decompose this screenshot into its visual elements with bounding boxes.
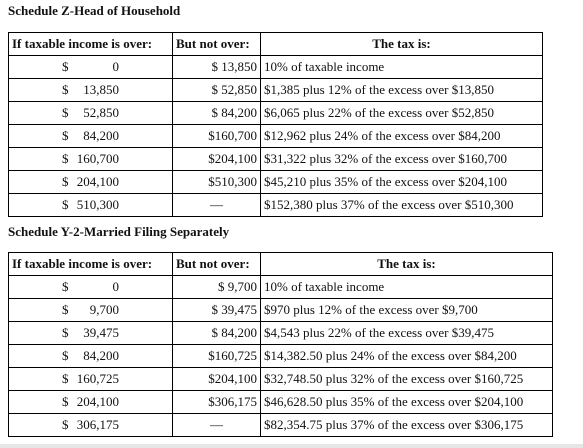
income-not-over-cell: —	[172, 193, 261, 217]
income-not-over-cell: $510,300	[172, 170, 261, 194]
tax-formula-cell: $45,210 plus 35% of the excess over $204…	[260, 170, 543, 194]
tax-formula-cell: 10% of taxable income	[260, 275, 553, 299]
schedule-y2-title: Schedule Y-2-Married Filing Separately	[8, 224, 230, 239]
header-not-over: But not over:	[172, 32, 261, 56]
tax-formula-cell: $1,385 plus 12% of the excess over $13,8…	[260, 78, 543, 102]
tax-formula-cell: $152,380 plus 37% of the excess over $51…	[260, 193, 543, 217]
income-over-cell: $204,100	[8, 170, 173, 194]
income-not-over-cell: —	[172, 413, 261, 437]
table-row: $0 $ 9,700 10% of taxable income	[8, 275, 553, 299]
table-row: $39,475 $ 84,200 $4,543 plus 22% of the ex…	[8, 321, 553, 345]
income-not-over-cell: $204,100	[172, 367, 261, 391]
income-not-over-cell: $ 84,200	[172, 321, 261, 345]
table-row: $0 $ 13,850 10% of taxable income	[8, 55, 543, 79]
table-header-row: If taxable income is over: But not over:…	[8, 32, 543, 56]
tax-formula-cell: $12,962 plus 24% of the excess over $84,…	[260, 124, 543, 148]
table-row: $52,850 $ 84,200 $6,065 plus 22% of the ex…	[8, 101, 543, 125]
income-over-cell: $84,200	[8, 124, 173, 148]
tax-formula-cell: $46,628.50 plus 35% of the excess over $…	[260, 390, 553, 414]
header-over: If taxable income is over:	[8, 252, 173, 276]
schedule-z-table: If taxable income is over: But not over:…	[8, 32, 543, 217]
income-over-cell: $510,300	[8, 193, 173, 217]
income-not-over-cell: $ 84,200	[172, 101, 261, 125]
tax-formula-cell: $82,354.75 plus 37% of the excess over $…	[260, 413, 553, 437]
income-over-cell: $84,200	[8, 344, 173, 368]
table-row: $84,200 $160,700 $12,962 plus 24% of the e…	[8, 124, 543, 148]
income-over-cell: $160,700	[8, 147, 173, 171]
table-row: $204,100 $306,175 $46,628.50 plus 35% of t…	[8, 390, 553, 414]
income-over-cell: $0	[8, 275, 173, 299]
schedule-y2-table: If taxable income is over: But not over:…	[8, 252, 553, 437]
schedule-z-title: Schedule Z-Head of Household	[8, 3, 181, 18]
income-not-over-cell: $160,725	[172, 344, 261, 368]
table-row: $510,300— $152,380 plus 37% of the excess…	[8, 193, 543, 217]
income-over-cell: $39,475	[8, 321, 173, 345]
table-row: $306,175— $82,354.75 plus 37% of the exce…	[8, 413, 553, 437]
income-over-cell: $160,725	[8, 367, 173, 391]
income-over-cell: $0	[8, 55, 173, 79]
income-not-over-cell: $306,175	[172, 390, 261, 414]
table-row: $204,100 $510,300 $45,210 plus 35% of the …	[8, 170, 543, 194]
table-row: $160,700 $204,100 $31,322 plus 32% of the …	[8, 147, 543, 171]
tax-formula-cell: $32,748.50 plus 32% of the excess over $…	[260, 367, 553, 391]
table-row: $9,700 $ 39,475 $970 plus 12% of the exces…	[8, 298, 553, 322]
income-not-over-cell: $ 52,850	[172, 78, 261, 102]
table-header-row: If taxable income is over: But not over:…	[8, 252, 553, 276]
tax-formula-cell: 10% of taxable income	[260, 55, 543, 79]
income-not-over-cell: $ 9,700	[172, 275, 261, 299]
table-row: $84,200 $160,725 $14,382.50 plus 24% of th…	[8, 344, 553, 368]
scrollbar-track	[0, 444, 583, 448]
income-not-over-cell: $ 13,850	[172, 55, 261, 79]
tax-formula-cell: $6,065 plus 22% of the excess over $52,8…	[260, 101, 543, 125]
table-row: $13,850 $ 52,850 $1,385 plus 12% of the ex…	[8, 78, 543, 102]
income-not-over-cell: $204,100	[172, 147, 261, 171]
income-not-over-cell: $160,700	[172, 124, 261, 148]
tax-formula-cell: $4,543 plus 22% of the excess over $39,4…	[260, 321, 553, 345]
income-over-cell: $306,175	[8, 413, 173, 437]
tax-formula-cell: $970 plus 12% of the excess over $9,700	[260, 298, 553, 322]
income-over-cell: $204,100	[8, 390, 173, 414]
header-tax: The tax is:	[260, 252, 553, 276]
table-row: $160,725 $204,100 $32,748.50 plus 32% of t…	[8, 367, 553, 391]
income-over-cell: $13,850	[8, 78, 173, 102]
income-over-cell: $52,850	[8, 101, 173, 125]
header-tax: The tax is:	[260, 32, 543, 56]
income-over-cell: $9,700	[8, 298, 173, 322]
tax-formula-cell: $14,382.50 plus 24% of the excess over $…	[260, 344, 553, 368]
tax-formula-cell: $31,322 plus 32% of the excess over $160…	[260, 147, 543, 171]
header-over: If taxable income is over:	[8, 32, 173, 56]
header-not-over: But not over:	[172, 252, 261, 276]
income-not-over-cell: $ 39,475	[172, 298, 261, 322]
